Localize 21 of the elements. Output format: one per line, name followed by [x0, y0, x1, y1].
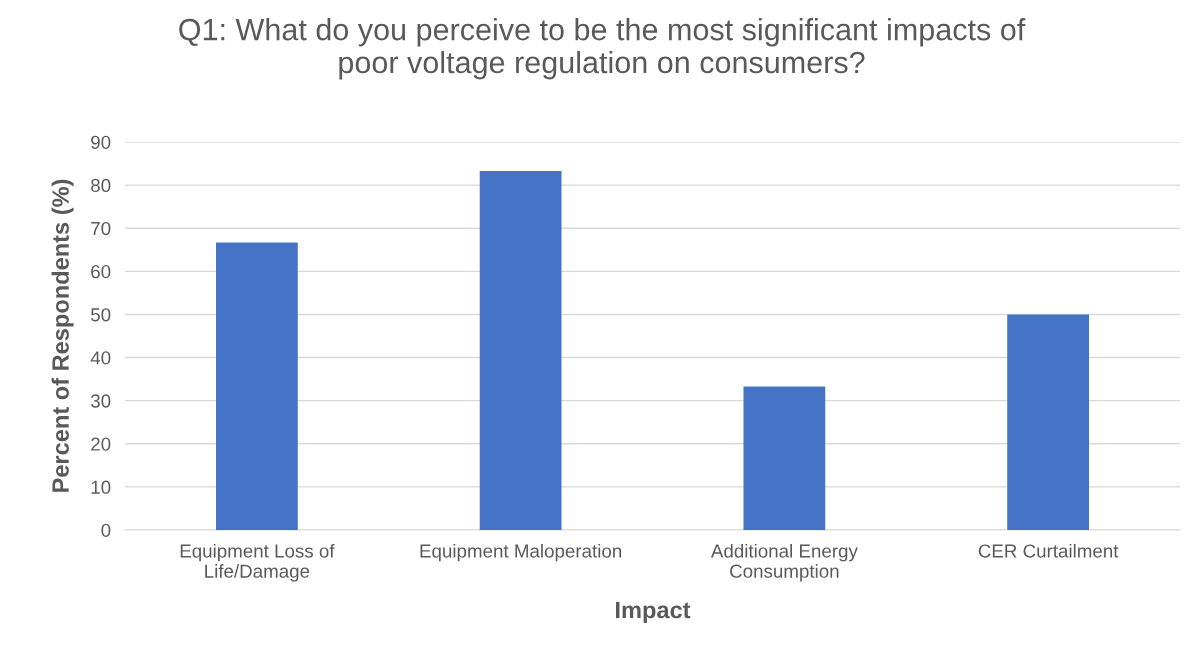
x-tick-label: Additional Energy Consumption [710, 543, 858, 582]
y-tick-label: 70 [91, 221, 111, 236]
bar [215, 242, 298, 530]
bar [479, 170, 562, 530]
y-tick-label: 80 [91, 178, 111, 193]
bar [743, 386, 826, 530]
y-tick-label: 40 [90, 351, 111, 365]
y-tick-label: 10 [91, 480, 111, 494]
y-tick-label: 90 [91, 135, 111, 149]
y-tick-label: 30 [90, 394, 111, 408]
bar [1007, 314, 1090, 530]
y-tick-label: 50 [91, 308, 111, 322]
y-tick-label: 0 [101, 523, 111, 537]
y-axis-title: Percent of Respondents (%) [51, 179, 74, 492]
x-axis-title: Impact [616, 601, 691, 624]
x-tick-label: Equipment Maloperation [420, 543, 622, 562]
x-tick-label: CER Curtailment [978, 543, 1119, 558]
x-tick-label: Equipment Loss of Life/Damage [180, 543, 335, 582]
chart-title: Q1: What do you perceive to be the most significant impacts of poor voltage regulation on consumers? [179, 18, 1026, 80]
y-tick-label: 20 [91, 437, 111, 451]
y-tick-label: 60 [91, 265, 111, 279]
